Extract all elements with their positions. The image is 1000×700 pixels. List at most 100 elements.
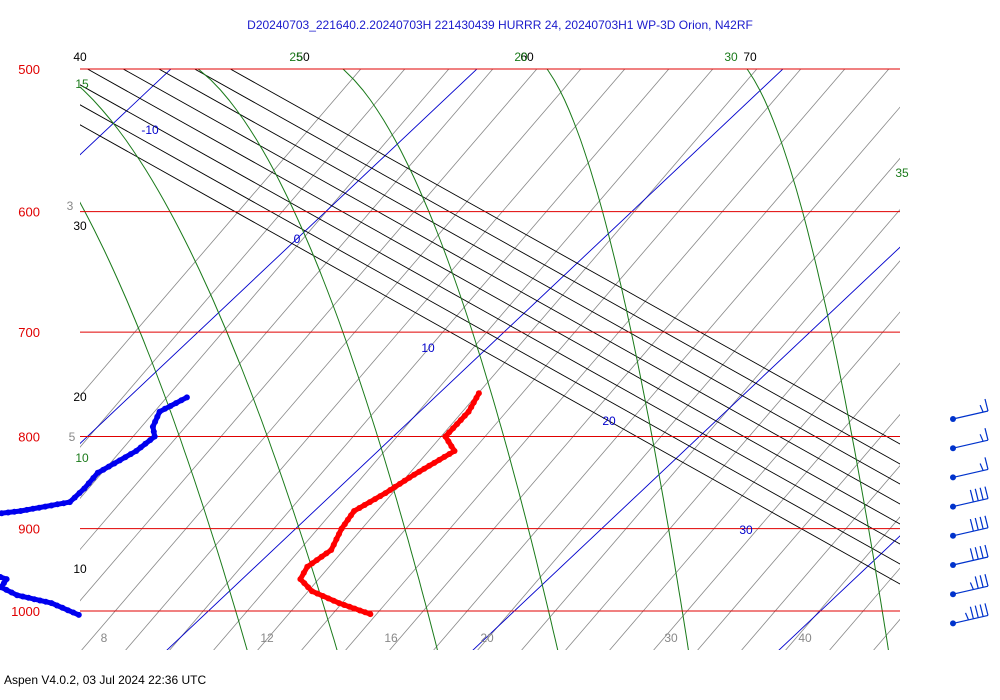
isotherm-line xyxy=(80,69,478,445)
isotherm-label: -10 xyxy=(141,123,159,137)
pressure-tick-label: 900 xyxy=(18,522,40,537)
wind-barb-flag xyxy=(974,488,979,501)
dry-adiabat-label: 50 xyxy=(296,50,310,64)
dewpoint-point xyxy=(37,597,43,604)
wind-barb xyxy=(950,544,989,568)
wind-barb-flag xyxy=(974,576,979,589)
temperature-point xyxy=(336,531,342,537)
mixing-ratio-line xyxy=(80,69,538,602)
dewpoint-point xyxy=(71,494,78,501)
mixing-ratio-line xyxy=(653,362,900,650)
temperature-point xyxy=(416,468,423,475)
mixing-ratio-line xyxy=(345,69,846,650)
temperature-point xyxy=(465,408,472,415)
mixing-ratio-label: 12 xyxy=(260,631,274,645)
temperature-point xyxy=(372,496,378,503)
temperature-point xyxy=(318,553,325,560)
pressure-tick-label: 1000 xyxy=(11,604,40,619)
dewpoint-point xyxy=(0,584,5,591)
temperature-point xyxy=(305,584,312,591)
temperature-point xyxy=(348,512,354,519)
moist-adiabat-label: 35 xyxy=(895,166,909,180)
temperature-point xyxy=(330,597,337,604)
dewpoint-point xyxy=(149,423,156,430)
wind-barb xyxy=(950,486,989,510)
temperature-point xyxy=(446,451,453,457)
mixing-ratio-line xyxy=(80,69,450,499)
wind-barb-flag xyxy=(979,575,984,588)
dewpoint-point xyxy=(42,598,49,605)
isotherm-label: 0 xyxy=(294,232,301,246)
dewpoint-point xyxy=(116,457,123,464)
wind-barb-flag xyxy=(984,486,989,499)
dewpoint-point xyxy=(178,397,185,404)
wind-barb-flag xyxy=(969,548,974,561)
temperature-point xyxy=(314,590,321,597)
dewpoint-point xyxy=(111,460,118,467)
wind-barb-flag xyxy=(974,605,979,618)
wind-barb-flag xyxy=(984,544,989,558)
dewpoint-point xyxy=(94,469,101,476)
temperature-point xyxy=(323,550,330,557)
dewpoint-point xyxy=(173,400,179,407)
dewpoint-point xyxy=(0,510,5,517)
temperature-point xyxy=(325,595,332,602)
dry-adiabat-line xyxy=(229,69,900,445)
isotherm-label: 10 xyxy=(421,341,435,355)
wind-barb-shaft xyxy=(952,410,989,420)
temperature-point xyxy=(344,516,351,523)
temperature-point xyxy=(448,443,455,450)
temperature-point xyxy=(309,560,316,567)
dewpoint-point xyxy=(70,609,77,616)
dewpoint-point xyxy=(54,602,60,609)
dry-adiabat-label: 70 xyxy=(743,50,757,64)
mixing-ratio-line xyxy=(125,69,626,650)
wind-barb-shaft xyxy=(952,498,989,508)
dewpoint-point xyxy=(11,508,18,515)
wind-barb xyxy=(950,574,989,598)
temperature-point xyxy=(313,557,320,564)
mixing-ratio-line xyxy=(213,69,714,650)
temperature-point xyxy=(387,487,394,493)
temperature-point xyxy=(361,502,368,508)
mixing-ratio-label: 40 xyxy=(798,631,812,645)
dewpoint-point xyxy=(167,403,174,409)
dewpoint-point xyxy=(147,437,154,444)
wind-barb-flag xyxy=(969,489,974,503)
dewpoint-point xyxy=(81,485,88,492)
mixing-ratio-line xyxy=(477,157,900,650)
moist-adiabat-label: 25 xyxy=(289,50,303,64)
temperature-point xyxy=(351,605,358,612)
mixing-ratio-line xyxy=(697,413,900,650)
wind-barb-flag xyxy=(964,612,970,621)
mixing-ratio-line xyxy=(169,69,670,650)
mixing-ratio-label: 20 xyxy=(480,631,494,645)
temperature-point xyxy=(330,541,337,548)
wind-barb-flag xyxy=(979,604,984,617)
temperature-point xyxy=(411,471,418,478)
dewpoint-point xyxy=(151,433,158,440)
dewpoint-point xyxy=(66,499,73,506)
dewpoint-point xyxy=(100,466,107,473)
dry-adiabat-label: 10 xyxy=(73,562,87,576)
dewpoint-point xyxy=(8,589,15,596)
temperature-point xyxy=(473,394,480,401)
temperature-point xyxy=(336,600,343,607)
mixing-ratio-line xyxy=(433,106,900,650)
dry-adiabat-line xyxy=(80,84,900,545)
dewpoint-point xyxy=(142,440,149,447)
isotherm-line xyxy=(472,246,900,650)
isotherm-label: 20 xyxy=(602,414,616,428)
dewpoint-point xyxy=(152,418,159,425)
dewpoint-point xyxy=(17,508,24,514)
mixing-ratio-line xyxy=(80,69,362,397)
moist-adiabat-line xyxy=(546,69,689,650)
temperature-point xyxy=(362,609,369,616)
dewpoint-point xyxy=(133,448,140,454)
wind-barb-shaft xyxy=(952,468,989,478)
dewpoint-point xyxy=(85,480,92,487)
wind-barb-column xyxy=(950,398,989,627)
wind-barb xyxy=(950,428,989,452)
dewpoint-point xyxy=(14,592,21,599)
temperature-point xyxy=(457,417,464,423)
